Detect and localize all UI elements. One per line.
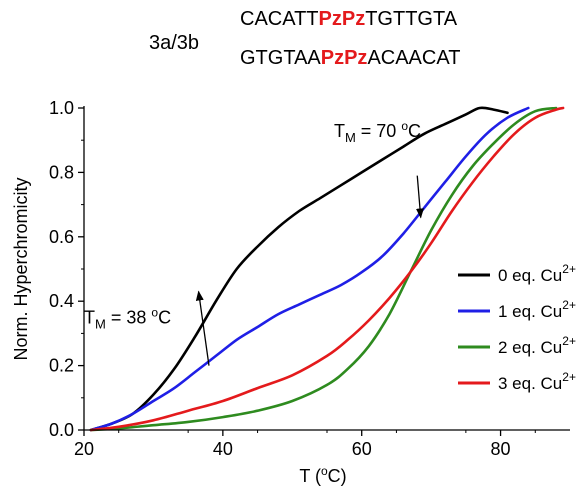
x-tick-label: 40: [213, 439, 233, 459]
y-tick-label: 0.0: [49, 420, 74, 440]
legend-label-2: 1 eq. Cu2+: [498, 298, 576, 321]
series-layer: [89, 106, 565, 432]
x-axis-title: T (oC): [299, 464, 346, 486]
annotation-arrow-tm70: [415, 175, 424, 219]
series-line-2: [89, 106, 530, 432]
x-tick-label: 60: [352, 439, 372, 459]
strand-top-seg-1: CACATT: [240, 8, 319, 30]
strand-bottom: GTGTAAPzPzACAACAT: [240, 46, 460, 70]
y-tick-label: 0.8: [49, 162, 74, 182]
series-line-3: [89, 106, 558, 432]
y-tick-label: 1.0: [49, 98, 74, 118]
strand-top-seg-3: TGTTGTA: [365, 8, 458, 30]
legend-label-4: 3 eq. Cu2+: [498, 370, 576, 393]
strand-bottom-seg-1: GTGTAA: [240, 47, 321, 69]
x-tick-label: 80: [491, 439, 511, 459]
legend: 0 eq. Cu2+ 1 eq. Cu2+ 2 eq. Cu2+ 3 eq. Cu2+: [458, 262, 576, 393]
y-tick-label: 0.6: [49, 227, 74, 247]
annotation-tm38: TM = 38 oC: [84, 306, 171, 332]
compound-label: 3a/3b: [149, 32, 200, 54]
annotations: TM = 70 oC TM = 38 oC: [84, 119, 424, 366]
y-tick-label: 0.2: [49, 356, 74, 376]
strand-bottom-seg-3: ACAACAT: [367, 47, 461, 69]
annotation-tm70: TM = 70 oC: [334, 119, 421, 145]
annotation-arrow-tm38: [195, 290, 210, 366]
strand-bottom-seg-2: PzPz: [320, 47, 368, 69]
y-axis-title: Norm. Hyperchromicity: [11, 177, 31, 360]
axes: 20 40 60 80 0.0 0.2 0.4 0.6 0.8 1.0 T (oC) Norm. Hy…: [11, 98, 570, 486]
series-line-4: [89, 106, 565, 432]
y-tick-label: 0.4: [49, 291, 74, 311]
x-tick-label: 20: [74, 439, 94, 459]
strand-top-seg-2: PzPz: [318, 8, 366, 30]
legend-label-1: 0 eq. Cu2+: [498, 262, 576, 285]
series-line-1: [89, 106, 509, 432]
legend-label-3: 2 eq. Cu2+: [498, 334, 576, 357]
strand-top: CACATTPzPzTGTTGTA: [240, 7, 457, 31]
